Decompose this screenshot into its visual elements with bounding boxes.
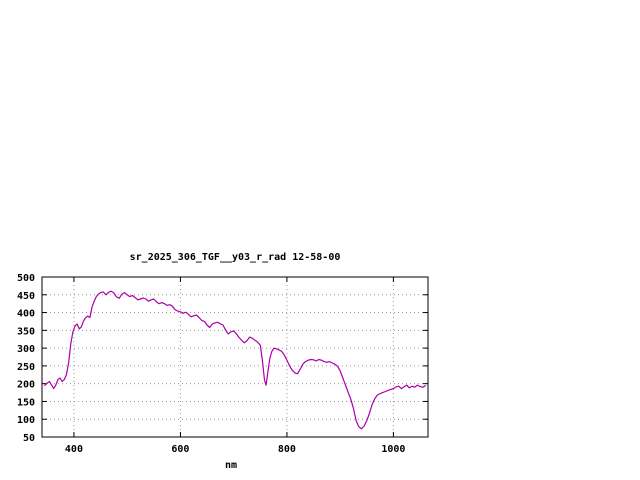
x-tick-label: 800 (278, 444, 296, 455)
y-tick-label: 150 (17, 397, 35, 408)
x-tick-label: 600 (171, 444, 189, 455)
y-tick-label: 250 (17, 362, 35, 373)
grid-lines (42, 276, 428, 438)
x-axis-label: nm (225, 460, 237, 471)
y-tick-label: 500 (17, 273, 35, 284)
y-tick-label: 100 (17, 415, 35, 426)
y-tick-label: 450 (17, 291, 35, 302)
y-tick-label: 300 (17, 344, 35, 355)
axis-labels: 400 600 800 1000 50 100 150 200 250 300 350 400 450 5… (17, 273, 406, 455)
spectrum-line (44, 290, 426, 430)
y-tick-label: 400 (17, 309, 35, 320)
plot-border (41, 276, 429, 438)
y-tick-label: 50 (23, 433, 35, 444)
chart-title: sr_2025_306_TGF__y03_r_rad 12-58-00 (130, 252, 341, 263)
x-tick-label: 1000 (381, 444, 405, 455)
tick-marks (42, 276, 428, 438)
x-tick-label: 400 (65, 444, 83, 455)
y-tick-label: 200 (17, 380, 35, 391)
y-tick-label: 350 (17, 326, 35, 337)
